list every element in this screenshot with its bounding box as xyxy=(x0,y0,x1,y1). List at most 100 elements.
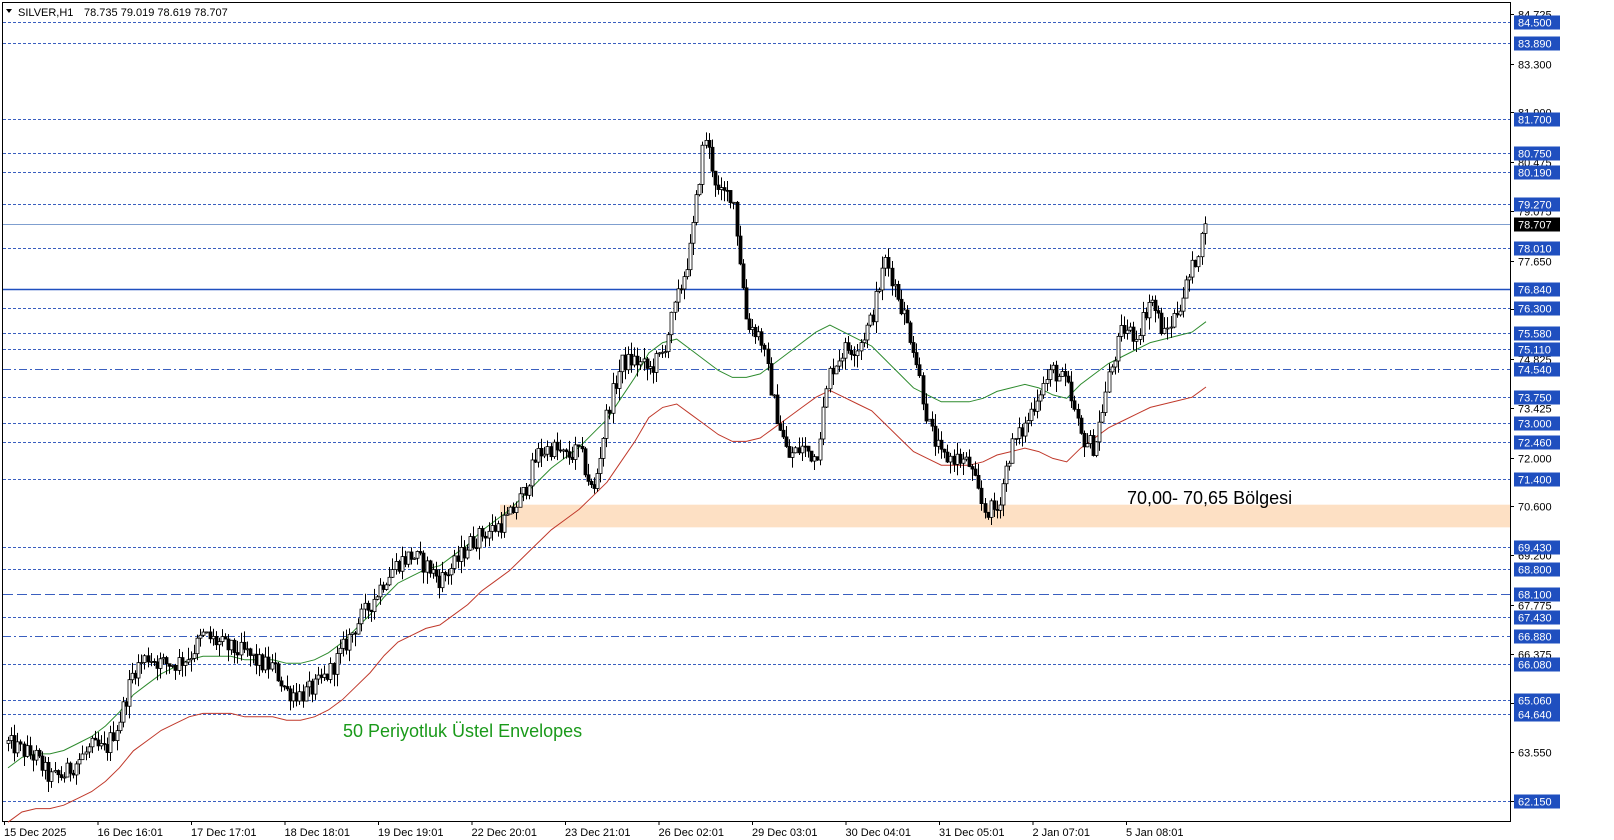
candle xyxy=(1116,332,1121,373)
candle-body xyxy=(115,730,120,742)
envelopes-annotation: 50 Periyotluk Üstel Envelopes xyxy=(343,721,582,741)
candle-body xyxy=(142,655,147,663)
candle-body xyxy=(626,353,631,371)
candle-body xyxy=(341,638,346,649)
candle xyxy=(183,660,188,677)
candle-body xyxy=(614,383,619,389)
candle xyxy=(1094,441,1099,458)
candle-body xyxy=(1088,435,1093,444)
level-tag-label: 68.800 xyxy=(1518,565,1552,577)
candle-body xyxy=(208,631,213,640)
candle-body xyxy=(40,755,45,771)
candle-body xyxy=(195,637,200,655)
candle-body xyxy=(245,648,250,651)
level-tag-label: 81.700 xyxy=(1518,115,1552,127)
level-tag-label: 65.060 xyxy=(1518,696,1552,708)
candle-body xyxy=(68,762,73,774)
candle-body xyxy=(595,473,600,489)
candle xyxy=(896,280,901,302)
candle-body xyxy=(62,776,67,779)
candle-body xyxy=(1057,376,1062,382)
chevron-down-icon[interactable] xyxy=(6,9,12,13)
candle xyxy=(15,732,20,757)
symbol-label: SILVER,H1 xyxy=(18,7,73,19)
candle-body xyxy=(301,691,306,702)
candle xyxy=(480,525,485,542)
candle-body xyxy=(1141,312,1146,336)
candle-body xyxy=(1100,412,1105,423)
candle-body xyxy=(663,351,668,354)
candle xyxy=(673,300,678,321)
candle-body xyxy=(1091,435,1096,456)
candle xyxy=(452,549,457,574)
candle xyxy=(818,432,823,466)
candle-body xyxy=(1110,366,1115,373)
candle xyxy=(784,425,789,448)
level-tag-label: 68.100 xyxy=(1518,590,1552,602)
candle xyxy=(539,438,544,468)
candle-body xyxy=(242,641,247,650)
candle-body xyxy=(642,358,647,363)
level-tag xyxy=(1514,282,1560,297)
candle-body xyxy=(418,551,423,554)
candle-body xyxy=(1200,232,1205,258)
level-tag xyxy=(1514,693,1560,708)
candle xyxy=(824,385,829,408)
candle-body xyxy=(316,674,321,680)
candle-body xyxy=(108,732,113,753)
candle-body xyxy=(1026,420,1031,424)
candle xyxy=(855,344,860,368)
level-tag xyxy=(1514,629,1560,644)
candle-body xyxy=(412,557,417,560)
candle-body xyxy=(127,679,132,707)
candle xyxy=(589,478,594,488)
candle-body xyxy=(725,189,730,192)
candle xyxy=(865,322,870,349)
candle-body xyxy=(762,344,767,350)
candle xyxy=(428,559,433,578)
candle-body xyxy=(456,555,461,562)
candle-body xyxy=(638,361,643,366)
candle xyxy=(868,312,873,328)
candle-body xyxy=(1023,422,1028,437)
candle xyxy=(1181,287,1186,318)
candle-body xyxy=(933,425,938,447)
candle-body xyxy=(1131,326,1136,342)
candle-body xyxy=(700,144,705,185)
level-tag xyxy=(1514,562,1560,577)
x-tick-label: 30 Dec 04:01 xyxy=(846,827,911,839)
candle-body xyxy=(719,187,724,190)
candle xyxy=(611,372,616,424)
candle xyxy=(731,201,736,210)
candle-body xyxy=(865,324,870,341)
candle xyxy=(1184,275,1189,299)
level-tag xyxy=(1514,197,1560,212)
y-tick-label: 72.000 xyxy=(1518,454,1552,466)
candle-body xyxy=(1076,408,1081,419)
candle xyxy=(164,655,169,675)
candle xyxy=(204,631,209,634)
candle xyxy=(1007,460,1012,471)
candle-body xyxy=(800,445,805,454)
candle-body xyxy=(434,569,439,577)
candle-body xyxy=(1187,276,1192,281)
y-tick-label: 73.425 xyxy=(1518,404,1552,416)
candle-body xyxy=(502,514,507,533)
candle-body xyxy=(285,686,290,690)
level-tag-label: 76.300 xyxy=(1518,304,1552,316)
candle-body xyxy=(378,584,383,598)
candle xyxy=(74,761,79,785)
candle xyxy=(80,745,85,761)
candle-body xyxy=(815,456,820,461)
candle-body xyxy=(979,487,984,504)
candle xyxy=(694,190,699,226)
candle xyxy=(313,674,318,700)
candle xyxy=(815,456,820,461)
candle-body xyxy=(552,441,557,458)
candle-body xyxy=(766,348,771,365)
candle-body xyxy=(74,763,79,776)
candle-body xyxy=(942,448,947,453)
candle-body xyxy=(505,513,510,516)
candle-body xyxy=(924,403,929,422)
candle-body xyxy=(927,418,932,422)
